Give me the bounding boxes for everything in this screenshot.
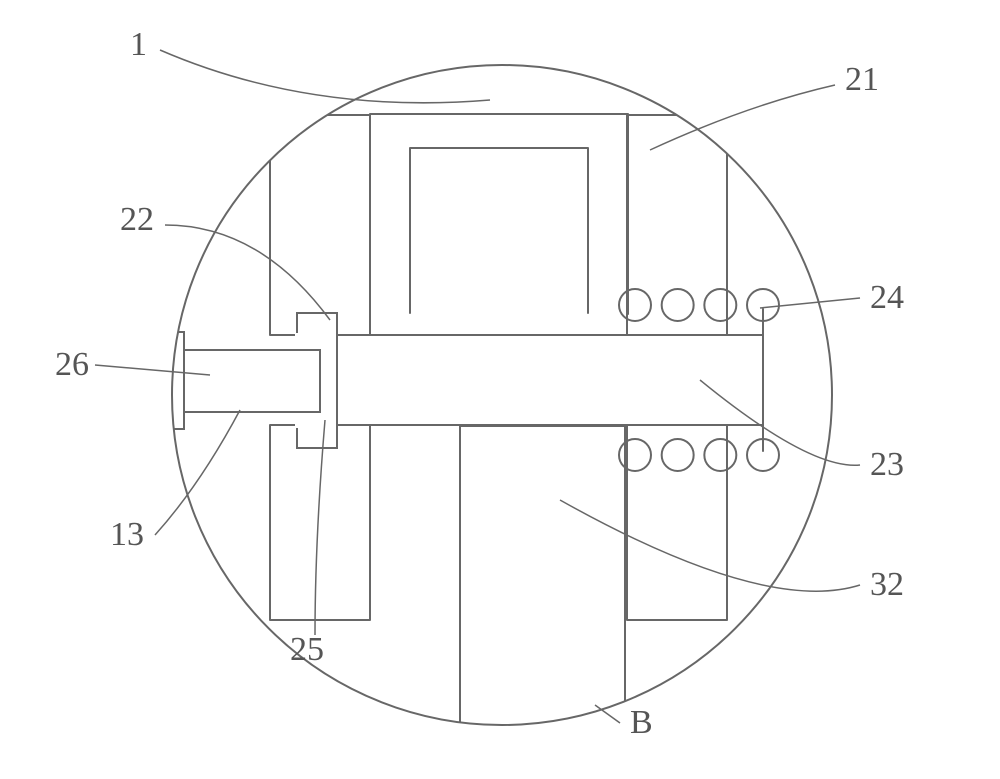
leader-1 [160, 50, 490, 103]
label-B: B [630, 704, 653, 741]
coil-loop [704, 289, 736, 321]
label-13: 13 [110, 516, 144, 553]
leader-21 [650, 85, 835, 150]
leader-24 [760, 298, 860, 308]
horizontal-bar [297, 335, 763, 425]
outer-column-left-bottom [270, 425, 370, 620]
label-21: 21 [845, 61, 879, 98]
plunger-body [177, 350, 320, 412]
label-22: 22 [120, 201, 154, 238]
u-outer [370, 114, 628, 314]
coil-loop [619, 439, 651, 471]
outer-column-right-top [627, 115, 727, 335]
label-1: 1 [130, 26, 147, 63]
outer-column-left-top [270, 115, 370, 335]
coil-loop [662, 439, 694, 471]
leader-22 [165, 225, 330, 320]
clipped-geometry [168, 114, 779, 726]
coil-loop [704, 439, 736, 471]
label-32: 32 [870, 566, 904, 603]
leader-13 [155, 410, 240, 535]
coil-loop [619, 289, 651, 321]
label-25: 25 [290, 631, 324, 668]
u-inner [410, 148, 588, 313]
label-26: 26 [55, 346, 89, 383]
diagram-canvas: 1 13 21 22 23 24 25 26 32 B [0, 0, 1000, 779]
leader-32 [560, 500, 860, 591]
label-24: 24 [870, 279, 904, 316]
inner-column [460, 426, 625, 726]
label-23: 23 [870, 446, 904, 483]
coil-loop [662, 289, 694, 321]
leader-25 [315, 420, 325, 635]
outer-column-right-bottom [627, 425, 727, 620]
